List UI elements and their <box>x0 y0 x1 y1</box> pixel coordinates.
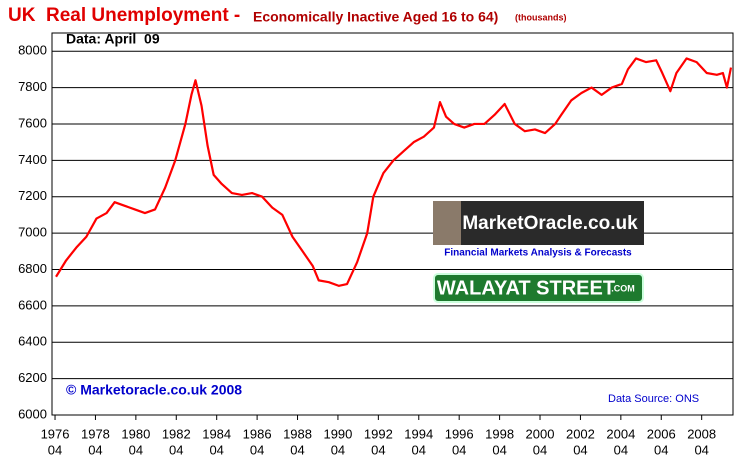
x-tick-label: 1980 <box>121 426 150 441</box>
chart-title: UK Real Unemployment - <box>8 5 246 26</box>
x-tick-sublabel: 04 <box>694 442 708 457</box>
line-series <box>55 57 733 287</box>
logo-text: MarketOracle.co.uk <box>462 213 638 234</box>
y-tick-label: 6400 <box>18 334 47 349</box>
x-tick-sublabel: 04 <box>371 442 385 457</box>
street-sign <box>433 273 644 303</box>
y-tick-label: 7400 <box>18 152 47 167</box>
x-tick-label: 2006 <box>647 426 676 441</box>
x-tick-label: 1978 <box>81 426 110 441</box>
x-tick-sublabel: 04 <box>452 442 466 457</box>
logo-box <box>433 201 644 245</box>
x-tick-label: 2000 <box>526 426 555 441</box>
x-tick-sublabel: 04 <box>209 442 223 457</box>
x-tick-sublabel: 04 <box>129 442 143 457</box>
x-tick-label: 2002 <box>566 426 595 441</box>
y-tick-label: 7000 <box>18 225 47 240</box>
annotation: Data: April 09 <box>66 31 160 47</box>
y-tick-label: 6800 <box>18 261 47 276</box>
x-tick-label: 1976 <box>41 426 70 441</box>
x-tick-sublabel: 04 <box>290 442 304 457</box>
x-tick-label: 2004 <box>606 426 635 441</box>
x-tick-label: 1992 <box>364 426 393 441</box>
x-tick-sublabel: 04 <box>250 442 264 457</box>
x-tick-label: 2008 <box>687 426 716 441</box>
x-tick-label: 1996 <box>445 426 474 441</box>
y-tick-label: 7200 <box>18 188 47 203</box>
x-tick-sublabel: 04 <box>48 442 62 457</box>
x-tick-sublabel: 04 <box>412 442 426 457</box>
x-tick-label: 1982 <box>162 426 191 441</box>
y-tick-label: 8000 <box>18 43 47 58</box>
x-tick-sublabel: 04 <box>331 442 345 457</box>
street-sign-suffix: .COM <box>611 283 635 293</box>
x-tick-sublabel: 04 <box>654 442 668 457</box>
x-tick-label: 1986 <box>243 426 272 441</box>
x-tick-label: 1998 <box>485 426 514 441</box>
annotation: © Marketoracle.co.uk 2008 <box>66 382 242 398</box>
x-tick-sublabel: 04 <box>88 442 102 457</box>
units: (thousands) <box>515 12 567 22</box>
logo-tagline: Financial Markets Analysis & Forecasts <box>444 248 632 259</box>
x-tick-sublabel: 04 <box>169 442 183 457</box>
x-tick-label: 1984 <box>202 426 231 441</box>
x-tick-sublabel: 04 <box>614 442 628 457</box>
x-tick-label: 1990 <box>323 426 352 441</box>
y-tick-label: 6200 <box>18 370 47 385</box>
street-sign-text: WALAYAT STREET <box>437 277 615 299</box>
logo-image <box>433 201 461 245</box>
y-tick-label: 6000 <box>18 406 47 421</box>
x-tick-sublabel: 04 <box>573 442 587 457</box>
annotation: Data Source: ONS <box>608 393 699 405</box>
x-tick-label: 1988 <box>283 426 312 441</box>
y-tick-label: 7800 <box>18 79 47 94</box>
x-tick-sublabel: 04 <box>492 442 506 457</box>
y-tick-label: 6600 <box>18 297 47 312</box>
x-tick-label: 1994 <box>404 426 433 441</box>
chart-subtitle: Economically Inactive Aged 16 to 64) <box>253 9 498 25</box>
x-tick-sublabel: 04 <box>533 442 547 457</box>
y-tick-label: 7600 <box>18 115 47 130</box>
